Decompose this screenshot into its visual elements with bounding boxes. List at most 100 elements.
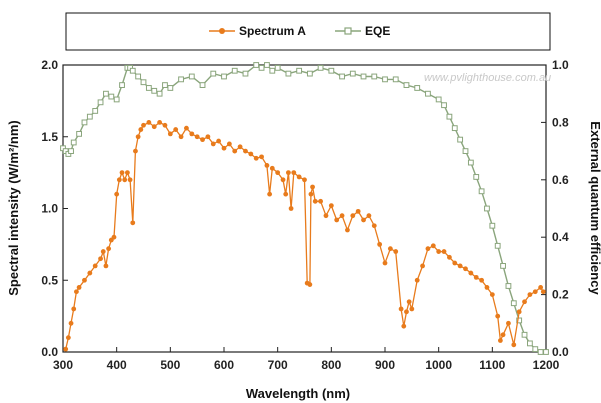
eqe-point bbox=[532, 346, 539, 353]
y-axis-title: Spectral intensity (W/m²/nm) bbox=[6, 120, 21, 296]
spectrum-point bbox=[500, 332, 506, 338]
eqe-point bbox=[253, 62, 260, 68]
eqe-point bbox=[425, 90, 431, 97]
eqe-point bbox=[242, 70, 249, 77]
spectrum-point bbox=[283, 191, 289, 197]
spectrum-point bbox=[463, 266, 468, 272]
x-tick-label: 700 bbox=[268, 358, 288, 372]
x-tick-label: 900 bbox=[375, 358, 395, 372]
eqe-point bbox=[478, 188, 485, 195]
eqe-point bbox=[151, 87, 158, 94]
spectrum-point bbox=[398, 306, 404, 312]
spectrum-point bbox=[92, 263, 98, 269]
spectrum-point bbox=[205, 134, 211, 140]
spectrum-point bbox=[361, 217, 366, 223]
spectrum-point bbox=[138, 127, 144, 132]
eqe-point bbox=[285, 70, 292, 77]
eqe-point bbox=[108, 93, 115, 100]
eqe-point bbox=[167, 85, 174, 91]
spectrum-point bbox=[125, 170, 130, 176]
spectrum-point bbox=[441, 249, 447, 254]
eqe-point bbox=[328, 67, 335, 74]
spectrum-point bbox=[296, 174, 302, 180]
x-tick-label: 1200 bbox=[533, 358, 560, 372]
spectrum-point bbox=[71, 306, 77, 312]
legend-label: EQE bbox=[365, 24, 390, 38]
x-tick-label: 800 bbox=[321, 358, 341, 372]
eqe-point bbox=[188, 73, 195, 80]
spectrum-point bbox=[310, 184, 315, 190]
eqe-point bbox=[140, 79, 147, 86]
eqe-point bbox=[129, 67, 136, 74]
spectrum-point bbox=[497, 338, 503, 343]
eqe-point bbox=[435, 96, 442, 103]
eqe-point bbox=[349, 70, 356, 77]
eqe-point bbox=[317, 64, 324, 71]
spectrum-point bbox=[286, 170, 291, 176]
spectrum-point bbox=[302, 177, 307, 183]
spectrum-point bbox=[479, 277, 484, 283]
spectrum-point bbox=[538, 285, 544, 290]
eqe-point bbox=[484, 205, 490, 212]
spectrum-point bbox=[401, 323, 407, 329]
y-tick-label: 1.0 bbox=[41, 202, 58, 216]
spectrum-point bbox=[334, 217, 340, 223]
spectrum-point bbox=[116, 177, 122, 183]
spectrum-point bbox=[114, 191, 120, 197]
eqe-point bbox=[231, 67, 238, 74]
spectrum-point bbox=[87, 270, 93, 276]
eqe-point bbox=[537, 349, 544, 355]
eqe-point bbox=[451, 125, 458, 132]
spectrum-point bbox=[404, 309, 409, 315]
eqe-point bbox=[489, 222, 496, 229]
spectrum-point bbox=[452, 260, 458, 266]
y-tick-label: 0.5 bbox=[41, 273, 58, 287]
y2-tick-label: 0.2 bbox=[552, 288, 569, 302]
eqe-point bbox=[339, 73, 345, 80]
spectrum-point bbox=[65, 335, 71, 341]
eqe-point bbox=[446, 113, 453, 120]
spectrum-point bbox=[457, 263, 463, 269]
spectrum-point bbox=[146, 120, 152, 125]
plot-area: www.pvlighthouse.com.au 300 400 500 600 700 8… bbox=[41, 58, 569, 372]
eqe-point bbox=[221, 73, 227, 80]
spectrum-point bbox=[516, 309, 522, 315]
y2-tick-label: 0.0 bbox=[552, 345, 569, 359]
spectrum-point bbox=[127, 177, 133, 183]
spectrum-point bbox=[216, 138, 222, 144]
plot-frame bbox=[62, 64, 547, 353]
spectrum-point bbox=[489, 292, 495, 297]
spectrum-point bbox=[253, 155, 259, 161]
spectrum-point bbox=[447, 254, 452, 260]
x-tick-label: 500 bbox=[160, 358, 180, 372]
spectrum-point bbox=[323, 213, 329, 219]
spectrum-point bbox=[98, 256, 103, 262]
x-tick-label: 400 bbox=[107, 358, 127, 372]
eqe-point bbox=[210, 70, 217, 77]
spectrum-point bbox=[312, 198, 318, 204]
spectrum-point bbox=[103, 263, 109, 269]
spectrum-point bbox=[288, 206, 294, 211]
eqe-point bbox=[457, 136, 464, 143]
spectrum-point bbox=[308, 191, 314, 197]
eqe-point bbox=[382, 76, 388, 83]
spectrum-point bbox=[275, 170, 281, 176]
eqe-point bbox=[371, 73, 378, 80]
eqe-point bbox=[500, 263, 506, 269]
spectrum-point bbox=[100, 249, 106, 254]
spectrum-point bbox=[269, 165, 275, 171]
x-axis-title: Wavelength (nm) bbox=[246, 386, 350, 401]
eqe-point bbox=[505, 283, 512, 289]
spectrum-point bbox=[350, 213, 356, 219]
spectrum-point bbox=[68, 320, 74, 326]
eqe-point bbox=[360, 73, 367, 80]
eqe-point bbox=[527, 340, 533, 347]
x-tick-label: 1000 bbox=[425, 358, 452, 372]
spectrum-point bbox=[291, 170, 297, 176]
spectrum-point bbox=[345, 227, 350, 233]
series-line bbox=[65, 121, 544, 350]
eqe-point bbox=[269, 67, 276, 74]
legend-swatch-marker bbox=[344, 27, 352, 35]
eqe-point bbox=[274, 64, 281, 71]
spectrum-point bbox=[194, 134, 200, 140]
